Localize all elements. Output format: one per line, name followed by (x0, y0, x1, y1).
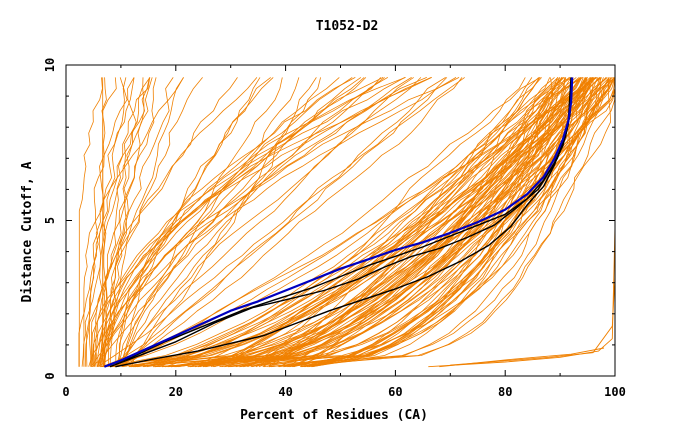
background-model-line (187, 77, 586, 368)
background-model-line (134, 77, 572, 368)
background-model-line (137, 77, 584, 368)
x-tick-label: 80 (498, 385, 512, 399)
x-tick-label: 40 (278, 385, 292, 399)
reference-model-line (109, 77, 572, 368)
background-model-line (125, 77, 389, 367)
background-model-line (106, 77, 448, 368)
background-model-line (194, 77, 597, 368)
background-model-line (91, 77, 238, 367)
y-tick-label: 5 (43, 217, 57, 224)
x-axis-label: Percent of Residues (CA) (240, 408, 428, 423)
background-model-line (154, 77, 526, 368)
background-model-line (278, 77, 553, 368)
background-model-line (103, 77, 203, 367)
background-model-line (197, 77, 586, 368)
background-model-line (189, 77, 588, 368)
background-model-line (99, 77, 427, 367)
background-model-line (165, 77, 582, 368)
background-model-line (301, 77, 592, 368)
background-model-line (278, 77, 582, 368)
background-model-line (239, 77, 601, 368)
background-model-line (111, 77, 615, 368)
background-model-line (117, 77, 412, 367)
highlight-model-line (104, 77, 574, 368)
background-model-line (115, 77, 541, 368)
background-model-line (121, 77, 594, 368)
background-model-line (266, 77, 596, 368)
background-model-line (450, 276, 615, 366)
x-tick-label: 100 (604, 385, 626, 399)
background-model-line (262, 77, 581, 368)
plot-area (78, 77, 615, 368)
y-axis-label: Distance Cutoff, A (20, 161, 35, 302)
background-model-line (97, 77, 446, 368)
background-model-line (96, 77, 367, 367)
x-tick-label: 20 (169, 385, 183, 399)
background-model-line (300, 77, 604, 368)
reference-model-line (115, 77, 572, 368)
background-model-line (308, 77, 587, 368)
background-model-line (228, 77, 615, 368)
background-model-line (123, 77, 274, 367)
background-model-line (212, 77, 564, 368)
background-model-line (283, 77, 615, 368)
axis-ticks: 0 20 40 60 80 100 0 5 10 (43, 58, 626, 399)
background-model-line (92, 77, 300, 367)
background-model-line (84, 77, 258, 367)
background-model-line (102, 77, 117, 367)
background-model-line (214, 77, 542, 368)
background-model-line (268, 77, 615, 368)
background-model-line (131, 77, 422, 367)
background-model-line (102, 77, 174, 367)
x-tick-label: 0 (62, 385, 69, 399)
background-model-line (93, 77, 406, 367)
background-model-line (202, 77, 555, 368)
background-model-line (144, 77, 593, 368)
background-model-line (118, 77, 414, 367)
background-model-line (199, 77, 596, 368)
background-model-line (83, 77, 184, 367)
background-model-line (121, 77, 283, 367)
background-model-line (122, 77, 382, 367)
background-model-line (162, 77, 598, 368)
background-model-line (235, 77, 587, 368)
background-model-line (158, 77, 584, 368)
background-model-line (262, 77, 551, 368)
background-model-line (100, 77, 533, 368)
background-model-line (107, 77, 539, 368)
y-tick-label: 0 (43, 372, 57, 379)
y-tick-label: 10 (43, 58, 57, 72)
background-model-line (134, 77, 563, 368)
background-model-line (107, 77, 184, 367)
background-model-line (96, 77, 432, 367)
background-model-line (101, 77, 596, 368)
background-model-line (91, 77, 432, 367)
background-model-line (78, 77, 103, 367)
background-model-line (123, 77, 463, 368)
x-tick-label: 60 (388, 385, 402, 399)
background-model-line (89, 77, 107, 367)
chart-title: T1052-D2 (316, 19, 379, 34)
background-model-line (291, 77, 615, 368)
background-model-line (90, 77, 362, 367)
background-model-line (103, 77, 153, 367)
background-model-line (300, 77, 602, 368)
background-model-line (152, 77, 593, 368)
background-model-line (271, 77, 615, 368)
background-model-line (118, 77, 465, 368)
background-model-line (91, 77, 406, 367)
background-model-line (118, 77, 321, 367)
